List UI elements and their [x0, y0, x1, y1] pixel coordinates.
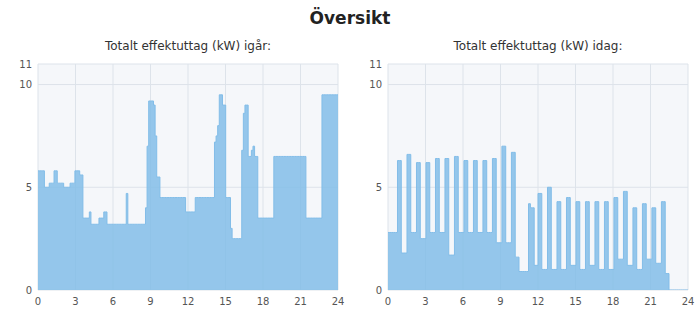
x-tick-label: 24 — [682, 296, 695, 307]
x-tick-label: 6 — [460, 296, 466, 307]
chart-title: Totalt effektuttag (kW) idag: — [453, 39, 623, 53]
background — [0, 0, 700, 323]
plot-area — [388, 64, 688, 290]
data-group — [388, 146, 688, 290]
plot-area — [38, 64, 338, 290]
x-tick-label: 0 — [385, 296, 391, 307]
x-tick-label: 18 — [257, 296, 270, 307]
y-tick-label: 11 — [19, 59, 32, 70]
x-tick-label: 15 — [569, 296, 582, 307]
y-tick-label: 11 — [369, 59, 382, 70]
x-tick-label: 9 — [497, 296, 503, 307]
y-tick-label: 5 — [376, 182, 382, 193]
y-tick-label: 0 — [26, 285, 32, 296]
x-tick-label: 12 — [532, 296, 545, 307]
page-title: Översikt — [310, 7, 391, 28]
x-tick-label: 3 — [72, 296, 78, 307]
x-tick-label: 9 — [147, 296, 153, 307]
chart-panel: Totalt effektuttag (kW) igår: 0 5 10 11 0 3 6 9 1… — [19, 39, 344, 307]
x-tick-label: 12 — [182, 296, 195, 307]
area — [38, 95, 338, 290]
area — [388, 146, 688, 290]
y-tick-label: 10 — [19, 79, 32, 90]
area-line — [38, 95, 338, 239]
area-line — [388, 146, 688, 290]
x-tick-label: 15 — [219, 296, 232, 307]
y-tick-label: 10 — [369, 79, 382, 90]
x-tick-label: 24 — [332, 296, 345, 307]
chart-page: Översikt Totalt effektuttag (kW) igår: 0 5 1… — [0, 0, 700, 323]
y-tick-label: 0 — [376, 285, 382, 296]
chart-title: Totalt effektuttag (kW) igår: — [104, 39, 271, 53]
x-tick-label: 6 — [110, 296, 116, 307]
grid-line — [688, 64, 689, 290]
data-group — [38, 95, 338, 290]
x-tick-label: 21 — [644, 296, 657, 307]
grid-line — [650, 64, 651, 290]
x-tick-label: 18 — [607, 296, 620, 307]
y-tick-label: 5 — [26, 182, 32, 193]
x-tick-label: 21 — [294, 296, 307, 307]
chart-panel: Totalt effektuttag (kW) idag: 0 5 10 11 0 3 6 9 1… — [369, 39, 694, 307]
x-tick-label: 0 — [35, 296, 41, 307]
grid-line — [613, 64, 614, 290]
x-tick-label: 3 — [422, 296, 428, 307]
